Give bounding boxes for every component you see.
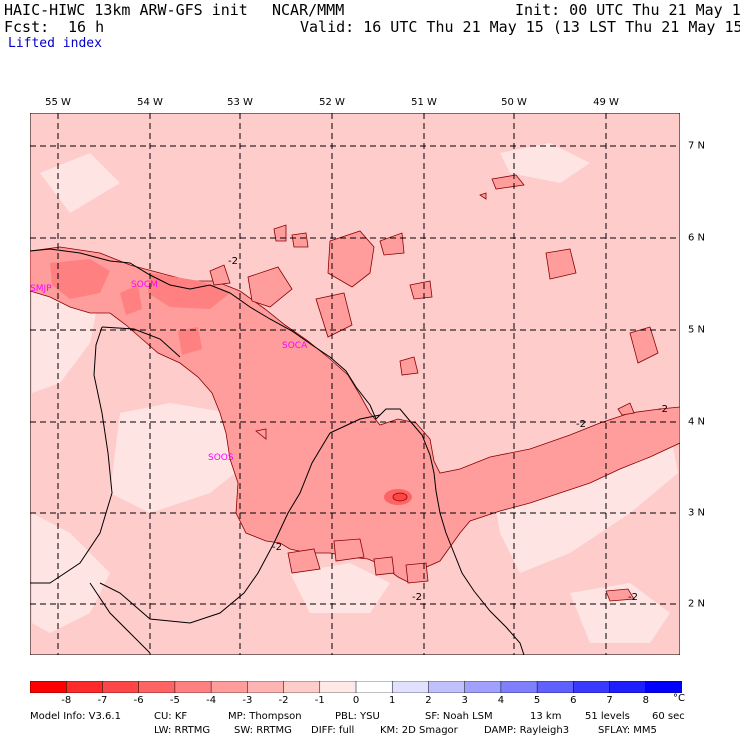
colorbar-swatch xyxy=(500,681,538,693)
colorbar-tick-label: 1 xyxy=(389,695,396,706)
field-name: Lifted index xyxy=(8,36,102,51)
colorbar-swatch xyxy=(391,681,430,693)
map-background xyxy=(30,113,680,655)
footer-model-info: Model Info: V3.6.1 xyxy=(30,711,121,722)
colorbar-swatch xyxy=(319,681,357,693)
contour-label: -2 xyxy=(628,592,638,603)
colorbar-swatch xyxy=(645,681,682,693)
footer-sw: SW: RRTMG xyxy=(234,725,292,736)
colorbar-tick-label: -5 xyxy=(169,695,180,706)
footer-pbl: PBL: YSU xyxy=(335,711,380,722)
colorbar-tick-label: -7 xyxy=(97,695,108,706)
colorbar-tick-label: -4 xyxy=(206,695,217,706)
colorbar-swatch xyxy=(573,681,611,693)
footer-sf: SF: Noah LSM xyxy=(425,711,493,722)
lat-label: 6 N xyxy=(688,232,706,244)
colorbar-tick-label: -2 xyxy=(278,695,289,706)
colorbar-swatch xyxy=(65,681,104,693)
colorbar-swatch xyxy=(609,681,647,693)
colorbar-tick-label: 5 xyxy=(533,695,541,706)
colorbar-swatch xyxy=(247,681,285,693)
coastline xyxy=(30,248,525,655)
lat-label: 4 N xyxy=(688,416,706,428)
footer-levels: 51 levels xyxy=(585,711,630,722)
contour-label: -2 xyxy=(576,419,586,430)
footer-mp: MP: Thompson xyxy=(228,711,302,722)
lifted-index-map xyxy=(30,113,680,655)
lon-label: 49 W xyxy=(593,97,619,108)
footer-diff: DIFF: full xyxy=(311,725,355,736)
colorbar-tick-label: -8 xyxy=(61,695,72,706)
colorbar-swatch xyxy=(464,681,502,693)
contour-label: -2 xyxy=(658,404,668,415)
lon-label: 50 W xyxy=(501,97,527,108)
colorbar-swatch xyxy=(174,681,212,693)
footer-lw: LW: RRTMG xyxy=(154,725,211,736)
colorbar xyxy=(30,681,682,693)
footer-resolution: 13 km xyxy=(530,711,562,722)
valid-time: Valid: 16 UTC Thu 21 May 15 (13 LST Thu … xyxy=(300,18,740,36)
colorbar-swatch xyxy=(210,681,249,693)
lat-label: 7 N xyxy=(688,140,706,152)
org-label: NCAR/MMM xyxy=(272,1,345,19)
lat-label: 5 N xyxy=(688,324,706,336)
contour-label: -2 xyxy=(412,592,422,603)
model-title: HAIC-HIWC 13km ARW-GFS init xyxy=(4,1,248,19)
footer-sflay: SFLAY: MM5 xyxy=(598,725,657,736)
station-label: SOCM xyxy=(131,280,158,290)
lat-label: 2 N xyxy=(688,598,706,610)
colorbar-tick-label: 4 xyxy=(497,695,505,706)
colorbar-swatch xyxy=(102,681,140,693)
colorbar-swatch xyxy=(138,681,176,693)
colorbar-unit: °C xyxy=(673,693,685,704)
colorbar-tick-label: 6 xyxy=(570,695,577,706)
station-label: SOCA xyxy=(282,341,308,351)
colorbar-swatch xyxy=(355,681,393,693)
colorbar-swatch xyxy=(30,681,67,693)
footer-timestep: 60 sec xyxy=(652,711,685,722)
footer-km: KM: 2D Smagor xyxy=(380,725,458,736)
colorbar-swatch xyxy=(283,681,321,693)
station-label: SOOS xyxy=(208,453,234,463)
colorbar-swatch xyxy=(536,681,575,693)
colorbar-swatch xyxy=(428,681,466,693)
colorbar-tick-label: -3 xyxy=(242,695,253,706)
forecast-label: Fcst: xyxy=(4,18,50,36)
small-cells xyxy=(209,174,659,602)
light-patches xyxy=(32,143,678,643)
lat-label: 3 N xyxy=(688,507,706,519)
lon-label: 52 W xyxy=(319,97,345,108)
lat-lon-grid xyxy=(30,113,680,655)
footer-damp: DAMP: Rayleigh3 xyxy=(484,725,570,736)
lon-label: 54 W xyxy=(137,97,163,108)
colorbar-tick-label: 8 xyxy=(642,695,649,706)
colorbar-tick-label: 0 xyxy=(352,695,360,706)
colorbar-tick-label: 7 xyxy=(606,695,613,706)
station-label: SMJP xyxy=(30,284,52,294)
colorbar-tick-label: 2 xyxy=(425,695,432,706)
lon-label: 53 W xyxy=(227,97,253,108)
strong-cores xyxy=(50,259,230,355)
contour-label: -2 xyxy=(228,256,238,267)
colorbar-tick-label: -6 xyxy=(133,695,144,706)
contour-label: -2 xyxy=(272,542,282,553)
colorbar-tick-label: 3 xyxy=(461,695,468,706)
footer-cu: CU: KF xyxy=(154,711,188,722)
colorbar-tick-label: -1 xyxy=(314,695,325,706)
init-time: Init: 00 UTC Thu 21 May 15 xyxy=(515,1,740,19)
forecast-hour: 16 h xyxy=(68,18,105,36)
lon-label: 55 W xyxy=(45,97,71,108)
lon-label: 51 W xyxy=(411,97,437,108)
